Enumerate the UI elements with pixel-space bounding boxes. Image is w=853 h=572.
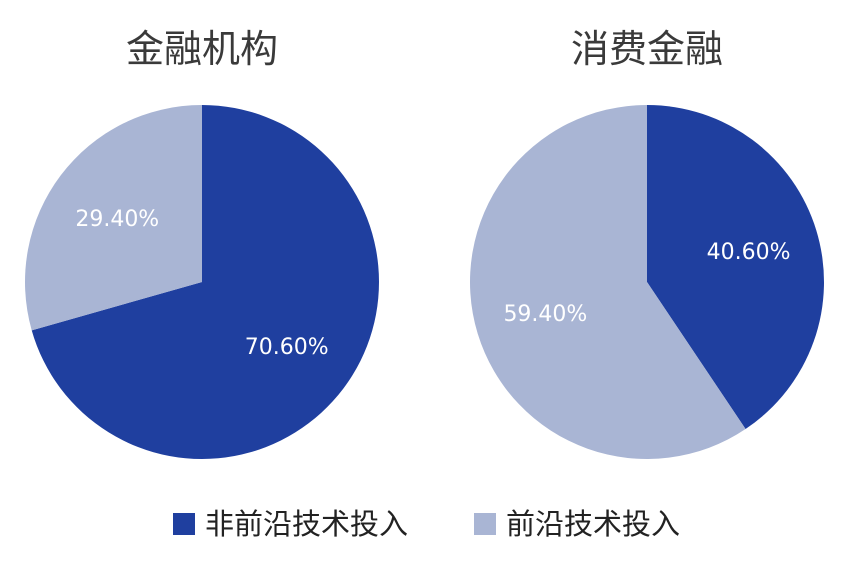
- pie-slice-frontier[interactable]: [24, 105, 202, 331]
- legend-swatch-non-frontier: [172, 513, 195, 535]
- pie-chart-1: 金融机构 70.60% 29.40%: [24, 27, 379, 459]
- legend-swatch-frontier: [474, 513, 496, 535]
- legend-item-frontier[interactable]: 前沿技术投入: [474, 506, 680, 542]
- legend-label-non-frontier: 非前沿技术投入: [204, 507, 408, 541]
- slice-label: 59.40%: [503, 302, 587, 327]
- legend: 非前沿技术投入 前沿技术投入: [0, 506, 853, 542]
- pie-chart-2: 消费金融 40.60% 59.40%: [470, 27, 824, 459]
- legend-item-non-frontier[interactable]: 非前沿技术投入: [172, 506, 408, 542]
- chart-title: 消费金融: [571, 27, 723, 71]
- slice-label: 29.40%: [75, 207, 159, 232]
- chart-title: 金融机构: [126, 27, 278, 71]
- slice-label: 40.60%: [707, 240, 791, 265]
- pie-slice-non-frontier[interactable]: [647, 105, 824, 430]
- pie-slice-non-frontier[interactable]: [31, 105, 379, 459]
- slice-label: 70.60%: [245, 335, 329, 360]
- legend-label-frontier: 前沿技术投入: [506, 507, 681, 541]
- pie-slice-frontier[interactable]: [470, 105, 746, 459]
